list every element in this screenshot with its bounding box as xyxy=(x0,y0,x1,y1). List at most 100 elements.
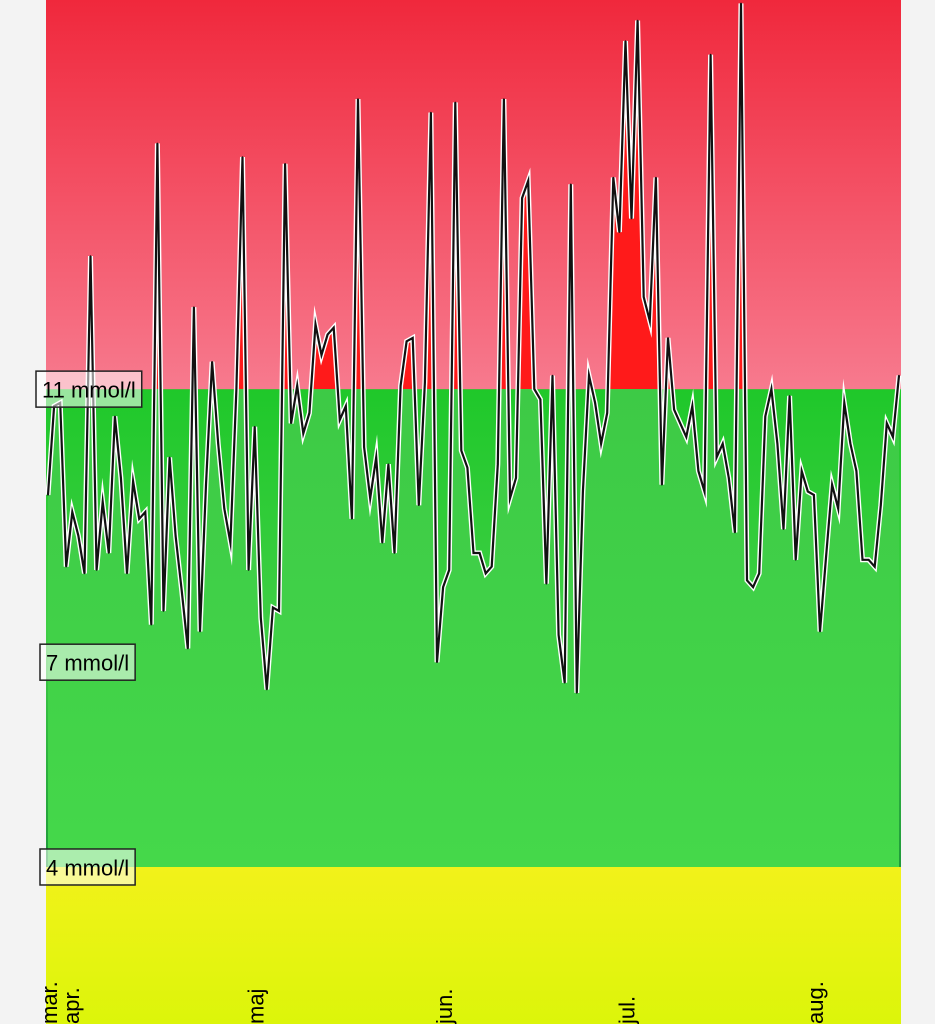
month-labels: mar.apr. maj jun. jul. aug. xyxy=(37,981,828,1024)
data-point xyxy=(454,101,457,104)
threshold-label-box xyxy=(35,370,143,408)
data-point xyxy=(369,497,372,500)
data-point xyxy=(764,415,767,418)
data-point xyxy=(180,589,183,592)
data-point xyxy=(752,586,754,588)
data-point xyxy=(509,497,511,500)
data-point xyxy=(667,337,669,339)
data-point xyxy=(819,630,821,633)
data-point xyxy=(381,541,384,544)
data-point xyxy=(156,142,159,145)
data-point xyxy=(576,692,578,694)
data-point xyxy=(144,511,147,513)
data-point xyxy=(150,623,153,626)
data-point xyxy=(253,425,256,428)
data-point xyxy=(472,552,475,554)
data-point xyxy=(126,572,128,575)
threshold-label: 4 mmol/l xyxy=(39,848,136,886)
data-point xyxy=(229,541,232,544)
data-point xyxy=(290,422,292,425)
data-point xyxy=(448,569,451,571)
data-point xyxy=(193,306,195,309)
data-point xyxy=(114,415,116,418)
data-point xyxy=(436,661,438,663)
data-point xyxy=(393,552,396,554)
data-point xyxy=(503,98,505,100)
data-point xyxy=(630,217,633,220)
data-point xyxy=(606,412,608,414)
data-point xyxy=(855,470,858,472)
data-point xyxy=(89,255,92,257)
data-point xyxy=(138,518,140,520)
data-point xyxy=(326,333,329,336)
data-point xyxy=(302,432,305,435)
data-point xyxy=(411,337,414,339)
data-point xyxy=(387,463,390,466)
month-label: aug. xyxy=(803,981,828,1024)
data-point xyxy=(545,582,548,585)
data-point xyxy=(484,572,487,575)
data-point xyxy=(588,374,590,377)
data-point xyxy=(314,323,317,326)
data-point xyxy=(351,518,353,520)
data-point xyxy=(241,156,244,158)
data-point xyxy=(405,340,408,343)
band-high xyxy=(46,0,901,390)
data-point xyxy=(794,559,797,561)
data-point xyxy=(843,402,846,404)
data-point xyxy=(758,572,760,575)
data-point xyxy=(703,490,706,493)
data-point xyxy=(673,408,675,411)
data-point xyxy=(594,402,596,404)
threshold-labels: 11 mmol/l 7 mmol/l 4 mmol/l xyxy=(35,370,143,886)
under-curve-fill xyxy=(48,389,899,867)
data-point xyxy=(557,634,560,636)
data-point xyxy=(636,19,639,22)
data-point xyxy=(715,456,718,459)
data-point xyxy=(101,501,104,503)
data-point xyxy=(649,320,651,322)
data-point xyxy=(655,176,657,179)
data-point xyxy=(709,53,712,56)
data-point xyxy=(734,531,736,534)
data-point xyxy=(497,463,499,466)
data-point xyxy=(740,2,742,5)
data-point xyxy=(47,494,49,496)
data-point xyxy=(65,565,67,568)
data-point xyxy=(533,388,536,390)
data-point xyxy=(296,384,299,387)
data-point xyxy=(235,388,238,390)
data-point xyxy=(570,183,572,186)
data-point xyxy=(782,528,785,530)
data-point xyxy=(308,412,311,414)
data-point xyxy=(873,565,876,568)
threshold-label: 7 mmol/l xyxy=(39,643,136,681)
data-point xyxy=(521,197,523,199)
data-point xyxy=(539,398,542,401)
data-point xyxy=(442,586,444,588)
data-point xyxy=(788,395,791,397)
data-point xyxy=(515,477,517,479)
fill-layer xyxy=(48,3,899,867)
data-point xyxy=(199,630,201,633)
data-point xyxy=(867,559,870,561)
data-point xyxy=(266,688,268,691)
data-point xyxy=(424,381,426,384)
data-point xyxy=(898,374,900,377)
data-point xyxy=(332,326,335,329)
data-points xyxy=(47,2,900,694)
data-point xyxy=(831,483,833,486)
data-point xyxy=(612,176,615,179)
data-point xyxy=(187,647,189,650)
data-point xyxy=(174,535,177,537)
data-point xyxy=(363,446,365,448)
data-point xyxy=(642,296,645,298)
data-point xyxy=(849,442,852,445)
data-point xyxy=(162,610,165,612)
data-point xyxy=(71,511,74,513)
data-point xyxy=(624,40,627,42)
data-point xyxy=(746,579,748,582)
data-point xyxy=(582,490,584,493)
